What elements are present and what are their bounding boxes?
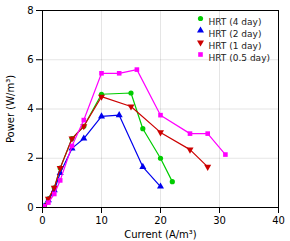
svg-text:8: 8 — [27, 5, 33, 16]
svg-text:10: 10 — [95, 215, 108, 226]
svg-text:20: 20 — [154, 215, 167, 226]
svg-text:HRT (4 day): HRT (4 day) — [209, 17, 262, 27]
svg-text:40: 40 — [272, 215, 285, 226]
svg-text:30: 30 — [213, 215, 226, 226]
svg-text:0: 0 — [27, 202, 33, 213]
svg-text:HRT (1 day): HRT (1 day) — [209, 41, 262, 51]
svg-text:Power (W/m³): Power (W/m³) — [5, 75, 16, 143]
svg-text:2: 2 — [27, 152, 33, 163]
svg-text:HRT (2 day): HRT (2 day) — [209, 29, 262, 39]
svg-text:4: 4 — [27, 103, 33, 114]
svg-text:6: 6 — [27, 54, 33, 65]
svg-text:HRT (0.5 day): HRT (0.5 day) — [209, 53, 270, 63]
svg-text:Current (A/m³): Current (A/m³) — [124, 229, 197, 240]
svg-text:0: 0 — [39, 215, 45, 226]
